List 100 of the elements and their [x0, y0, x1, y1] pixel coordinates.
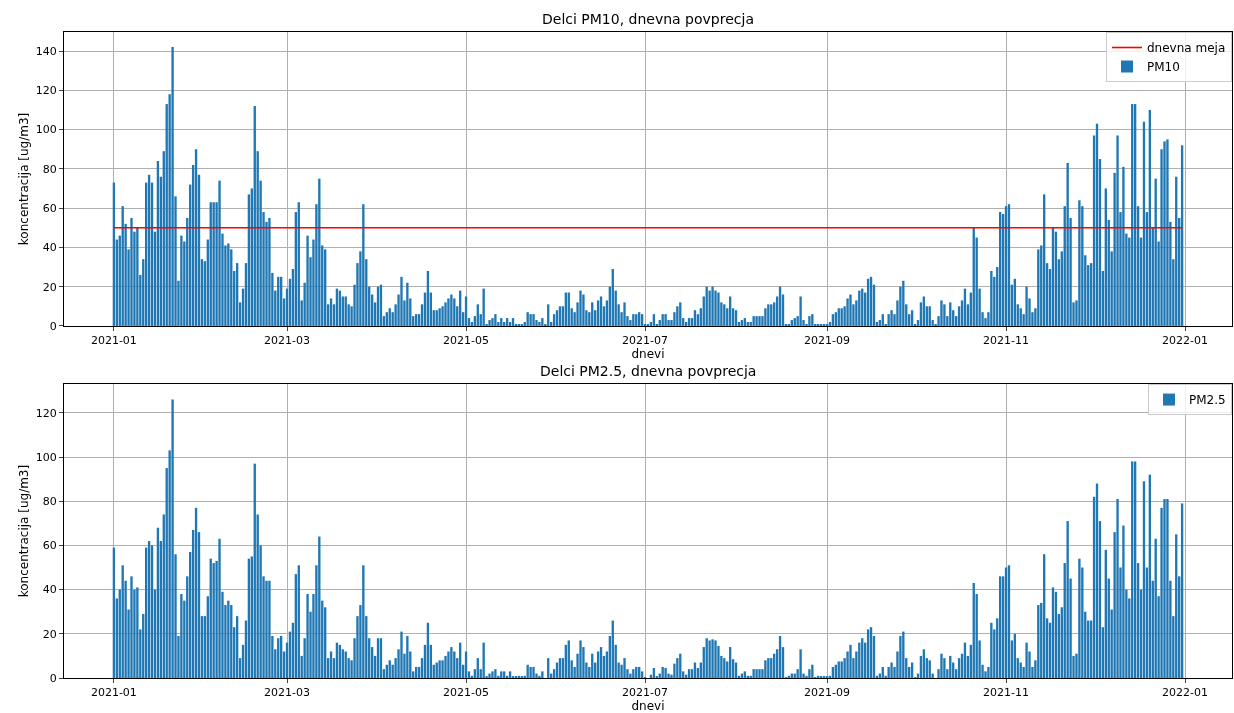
x-tick-label: 2022-01	[1162, 686, 1209, 700]
bar	[136, 227, 139, 326]
bar	[1078, 200, 1081, 326]
y-tick-label: 60	[42, 539, 57, 553]
y-tick-label: 40	[42, 241, 57, 255]
bar	[541, 671, 544, 678]
bar	[708, 290, 711, 326]
bar	[990, 270, 993, 326]
y-tick-label: 60	[42, 201, 57, 215]
bar	[532, 314, 535, 326]
bar	[362, 565, 365, 678]
y-tick-label: 140	[35, 44, 57, 58]
bar	[623, 658, 626, 678]
bar	[218, 538, 221, 678]
bar	[711, 286, 714, 326]
x-tick-label: 2021-05	[443, 334, 490, 348]
y-tick-label: 100	[35, 450, 57, 464]
legend-label: PM10	[1147, 60, 1180, 75]
bar	[940, 300, 943, 326]
x-tick-label: 2021-11	[983, 686, 1030, 700]
bar	[799, 296, 802, 326]
y-tick-label: 40	[42, 583, 57, 597]
bar	[406, 282, 409, 326]
bar	[846, 298, 849, 326]
bar	[227, 600, 230, 678]
x-tick-label: 2021-01	[90, 334, 137, 348]
bar	[1116, 498, 1119, 678]
bar	[450, 294, 453, 326]
bar	[488, 320, 491, 326]
y-tick-label: 120	[35, 84, 57, 98]
x-tick-label: 2021-11	[983, 334, 1030, 348]
y-axis-title: koncentracija [ug/m3]	[17, 112, 32, 246]
bar	[940, 653, 943, 678]
bar	[943, 304, 946, 326]
bar	[136, 587, 139, 678]
bar	[623, 302, 626, 326]
bar	[582, 294, 585, 326]
bar	[180, 594, 183, 678]
bar	[488, 673, 491, 678]
bar	[629, 673, 632, 678]
bar	[532, 666, 535, 678]
bar	[482, 288, 485, 326]
x-tick-label: 2021-09	[804, 686, 850, 700]
bar	[444, 302, 447, 326]
bar	[218, 180, 221, 326]
bar	[447, 651, 450, 678]
bar	[180, 235, 183, 326]
bar	[1025, 642, 1028, 678]
x-tick-label: 2022-01	[1162, 334, 1209, 348]
bar	[764, 308, 767, 326]
legend-label: PM2.5	[1189, 393, 1226, 408]
bar	[676, 658, 679, 678]
bar	[444, 655, 447, 678]
chart-title: Delci PM10, dnevna povprecja	[542, 11, 754, 27]
bar	[758, 316, 761, 326]
bar	[171, 399, 174, 678]
bar	[755, 316, 758, 326]
bar	[130, 576, 133, 678]
bar	[400, 631, 403, 678]
bar	[849, 644, 852, 678]
bar	[676, 306, 679, 326]
bar	[799, 649, 802, 678]
chart-title: Delci PM2.5, dnevna povprecja	[540, 363, 757, 379]
bar	[482, 642, 485, 678]
bar	[752, 316, 755, 326]
bar	[890, 662, 893, 678]
bar	[1166, 498, 1169, 678]
y-tick-label: 80	[42, 162, 57, 176]
bar	[717, 292, 720, 326]
bar	[579, 290, 582, 326]
bar	[755, 669, 758, 678]
bar	[494, 314, 497, 326]
bar	[711, 639, 714, 678]
bar	[212, 563, 215, 678]
bar	[752, 669, 755, 678]
x-axis-title: dnevi	[631, 699, 665, 713]
bar	[990, 622, 993, 678]
bar	[943, 658, 946, 678]
bar	[400, 276, 403, 326]
x-tick-label: 2021-01	[90, 686, 137, 700]
bar	[447, 298, 450, 326]
bar	[1122, 166, 1125, 326]
y-tick-label: 100	[35, 123, 57, 137]
bar	[491, 318, 494, 326]
bar	[1066, 162, 1069, 326]
bar	[268, 217, 271, 326]
bar	[808, 316, 811, 326]
bar	[899, 636, 902, 678]
bar	[887, 314, 890, 326]
bar	[538, 675, 541, 678]
bar	[758, 669, 761, 678]
y-tick-label: 0	[49, 319, 57, 333]
bar	[130, 217, 133, 326]
bar	[450, 647, 453, 678]
y-tick-label: 0	[49, 671, 57, 685]
bar	[887, 666, 890, 678]
bar	[538, 322, 541, 326]
y-tick-label: 20	[42, 280, 57, 294]
bar	[1163, 498, 1166, 678]
x-tick-label: 2021-09	[804, 334, 850, 348]
